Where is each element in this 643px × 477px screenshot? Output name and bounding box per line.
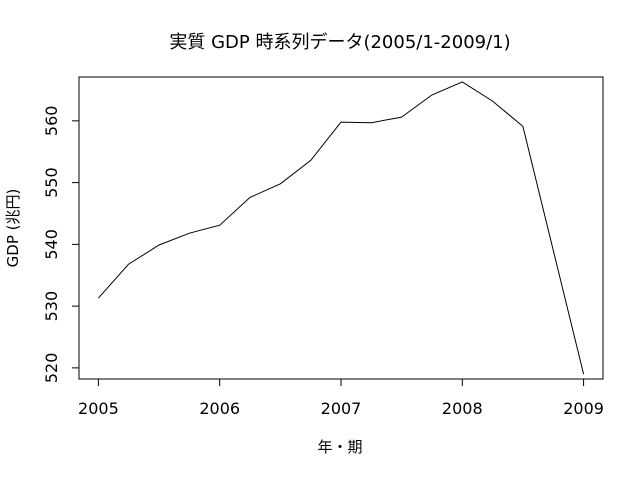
data-point — [491, 99, 495, 103]
x-tick-label: 2006 — [199, 399, 240, 418]
data-point — [248, 195, 252, 199]
x-tick-label: 2008 — [442, 399, 483, 418]
data-point — [218, 223, 222, 227]
y-tick-label: 560 — [42, 106, 61, 137]
y-axis-label: GDP (兆円) — [4, 189, 22, 268]
data-point — [369, 121, 373, 125]
data-point — [157, 243, 161, 247]
y-tick-label: 550 — [42, 167, 61, 198]
data-point — [278, 182, 282, 186]
data-point — [521, 124, 525, 128]
x-tick-label: 2007 — [321, 399, 362, 418]
chart-title: 実質 GDP 時系列データ(2005/1-2009/1) — [169, 32, 510, 53]
y-axis: 520 530 540 550 560 — [42, 106, 80, 384]
x-axis-label: 年・期 — [317, 438, 362, 456]
x-axis: 2005 2006 2007 2008 2009 — [78, 378, 604, 418]
x-tick-label: 2009 — [563, 399, 604, 418]
data-point — [551, 249, 555, 253]
data-point — [400, 115, 404, 119]
y-tick-label: 530 — [42, 291, 61, 322]
data-point — [430, 93, 434, 97]
data-point — [187, 231, 191, 235]
y-tick-label: 520 — [42, 353, 61, 384]
data-point — [582, 372, 586, 376]
series-layer — [96, 80, 586, 376]
data-point — [309, 158, 313, 162]
series-line — [98, 81, 585, 375]
y-tick-label: 540 — [42, 229, 61, 260]
data-point — [339, 120, 343, 124]
data-point — [96, 296, 100, 300]
x-tick-label: 2005 — [78, 399, 119, 418]
data-point — [460, 80, 464, 84]
data-point — [127, 262, 131, 266]
